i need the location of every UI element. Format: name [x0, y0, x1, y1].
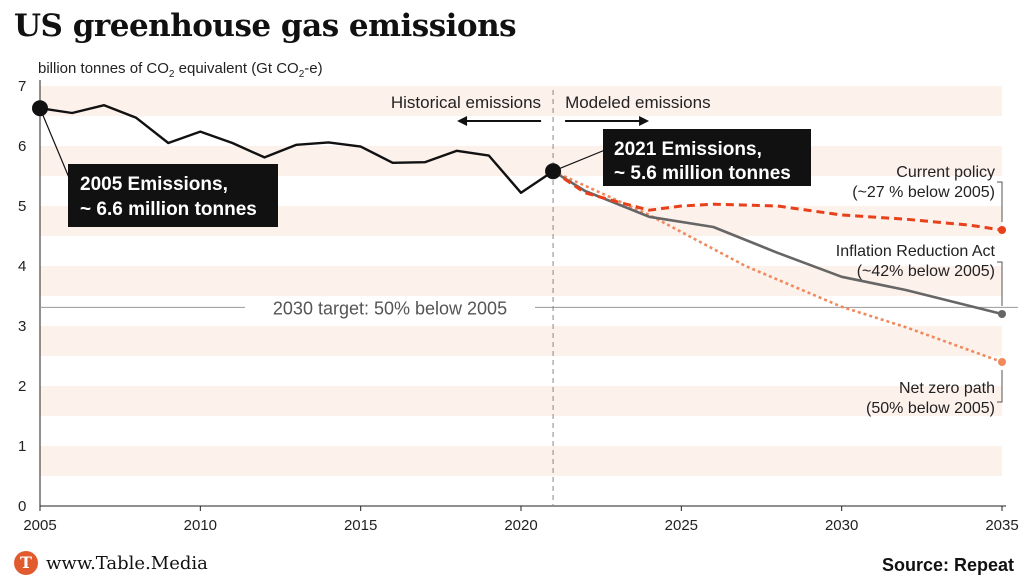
series-line-net-zero [552, 170, 1003, 364]
y-tick-label: 3 [18, 318, 26, 335]
annotations-group: 2005 Emissions, ~ 6.6 million tonnes 2021 … [39, 107, 1003, 417]
x-tick-label: 2010 [184, 517, 217, 534]
table-media-logo: T [14, 551, 38, 575]
x-tick-label: 2030 [825, 517, 858, 534]
label-ira-line2: (~42% below 2005) [857, 263, 995, 280]
callout-2005-line2: ~ 6.6 million tonnes [80, 199, 257, 220]
series-end-dot-net-zero [998, 358, 1006, 366]
label-ira-line1: Inflation Reduction Act [836, 243, 996, 260]
footer-site-link[interactable]: www.Table.Media [46, 553, 208, 574]
x-tick-label: 2035 [985, 517, 1018, 534]
label-net-zero-line2: (50% below 2005) [866, 400, 995, 417]
footer-source: Source: Repeat [881, 555, 1014, 575]
series-line-current-policy [552, 169, 1003, 232]
callout-2005-line1: 2005 Emissions, [80, 174, 228, 195]
modeled-arrow-head [639, 116, 650, 126]
x-tick-label: 2005 [23, 517, 56, 534]
y-tick-label: 7 [18, 78, 26, 95]
series-line-historical [39, 103, 554, 195]
label-current-policy-bracket [997, 181, 1003, 222]
background-band [40, 386, 1002, 416]
target-line-label: 2030 target: 50% below 2005 [273, 298, 507, 318]
y-tick-labels: 0 1 2 3 4 5 6 7 [18, 78, 26, 515]
series-end-dot-current-policy [998, 226, 1006, 234]
series-line-ira [552, 170, 1003, 316]
series-end-dot-ira [998, 310, 1006, 318]
gridlines [39, 80, 1006, 507]
x-tick-label: 2020 [504, 517, 537, 534]
target-line-group: 2030 target: 50% below 2005 [40, 298, 1018, 318]
y-tick-label: 1 [18, 438, 26, 455]
divider-group: Historical emissions Modeled emissions [391, 90, 711, 506]
background-band [40, 446, 1002, 476]
y-tick-label: 0 [18, 498, 26, 515]
label-net-zero-bracket [997, 370, 1003, 403]
y-tick-label: 6 [18, 138, 26, 155]
callout-2021-leader [552, 149, 606, 172]
y-tick-label: 2 [18, 378, 26, 395]
callout-2005-box [68, 164, 278, 227]
background-band [40, 326, 1002, 356]
historical-label: Historical emissions [391, 93, 541, 112]
series-group [32, 100, 1006, 366]
label-ira-bracket [997, 261, 1003, 306]
chart-title: US greenhouse gas emissions [14, 8, 517, 44]
label-current-policy-line1: Current policy [896, 164, 995, 181]
callout-2021-line1: 2021 Emissions, [614, 139, 762, 160]
x-tick-labels: 2005 2010 2015 2020 2025 2030 2035 [23, 506, 1019, 534]
y-tick-label: 5 [18, 198, 26, 215]
callout-2021-line2: ~ 5.6 million tonnes [614, 163, 791, 184]
historical-arrow-head [457, 116, 468, 126]
y-axis-label: billion tonnes of CO2 equivalent (Gt CO2… [38, 60, 323, 80]
x-tick-label: 2015 [344, 517, 377, 534]
x-tick-label: 2025 [665, 517, 698, 534]
modeled-label: Modeled emissions [565, 93, 711, 112]
background-band [40, 266, 1002, 296]
callout-2021-box [603, 129, 811, 186]
label-current-policy-line2: (~27 % below 2005) [852, 184, 995, 201]
label-net-zero-line1: Net zero path [899, 380, 995, 397]
y-tick-label: 4 [18, 258, 26, 275]
callout-2005-leader [39, 107, 71, 181]
background-band [40, 86, 1002, 116]
